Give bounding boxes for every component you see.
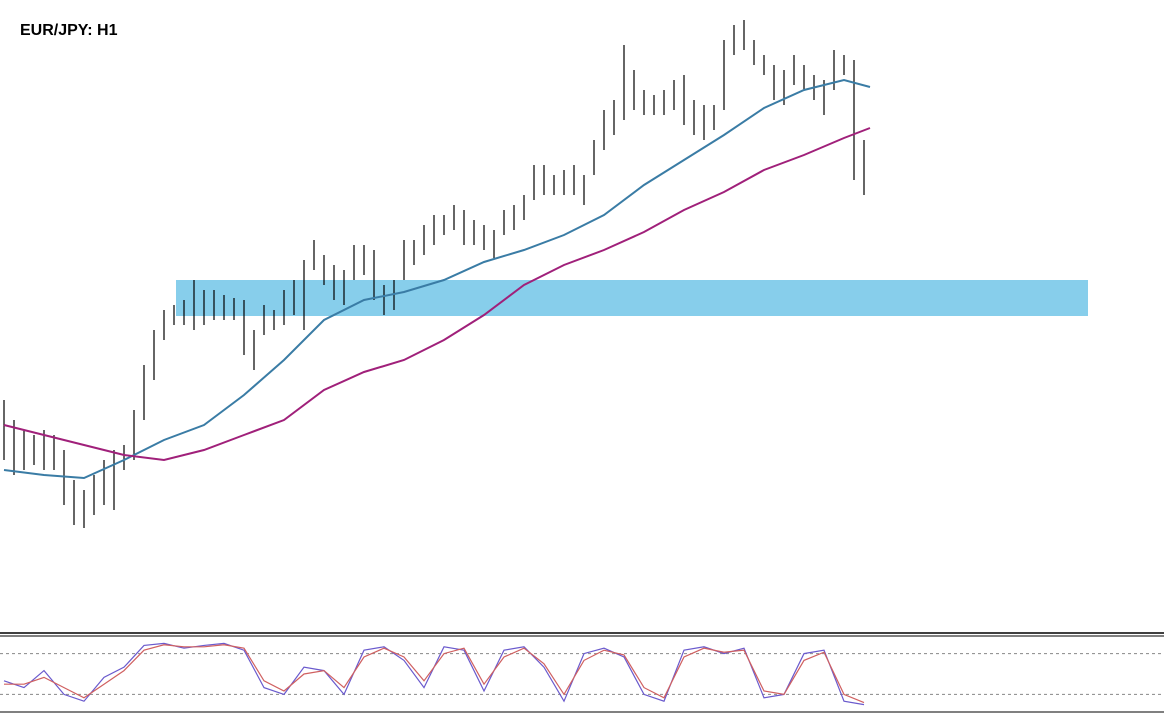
moving-average <box>3 127 871 462</box>
chart-title: EUR/JPY: H1 <box>20 22 118 39</box>
moving-average <box>3 78 871 480</box>
support-zone <box>176 280 1088 316</box>
oscillator-line <box>4 644 865 704</box>
